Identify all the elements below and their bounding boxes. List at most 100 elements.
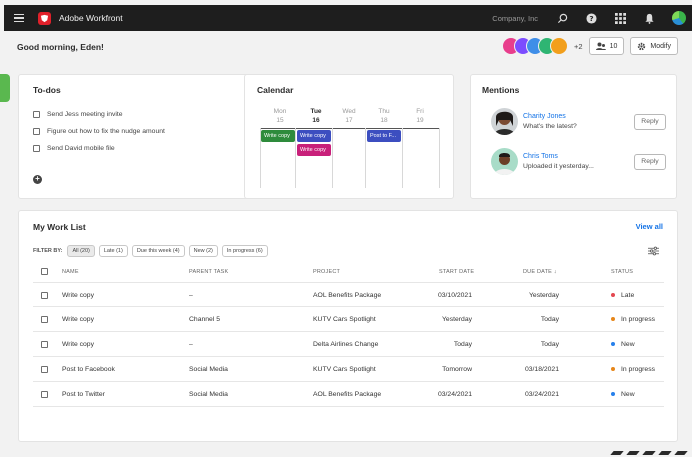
row-checkbox[interactable]	[41, 366, 48, 373]
calendar-event[interactable]: Post to F...	[367, 130, 401, 142]
mention-item: Chris Toms Uploaded it yesterday... Repl…	[491, 148, 666, 175]
calendar-day-thu[interactable]: Thu 18	[364, 107, 404, 125]
start-date: Tomorrow	[442, 366, 472, 373]
mention-text: Chris Toms Uploaded it yesterday...	[523, 151, 634, 172]
column-header-status[interactable]: STATUS	[611, 269, 634, 275]
apps-grid-icon[interactable]	[614, 12, 626, 24]
table-row[interactable]: Write copy – Delta Airlines Change Today…	[33, 332, 664, 357]
column-header-name[interactable]: NAME	[62, 269, 79, 275]
column-header-project[interactable]: PROJECT	[313, 269, 341, 275]
mention-name[interactable]: Charity Jones	[523, 113, 566, 120]
task-name[interactable]: Write copy	[62, 341, 94, 348]
company-name[interactable]: Company, Inc	[492, 13, 538, 23]
todo-label: Send Jess meeting invite	[47, 111, 123, 118]
task-name[interactable]: Post to Facebook	[62, 366, 115, 373]
hamburger-menu-icon[interactable]	[4, 13, 34, 23]
due-date: 03/24/2021	[524, 391, 559, 398]
calendar-event[interactable]: Write copy	[297, 144, 331, 156]
people-count-button[interactable]: 10	[588, 37, 625, 55]
day-date: 16	[312, 117, 320, 124]
calendar-day-fri[interactable]: Fri 19	[400, 107, 440, 125]
todo-checkbox[interactable]	[33, 111, 40, 118]
parent-task: Social Media	[189, 366, 228, 373]
task-name[interactable]: Post to Twitter	[62, 391, 105, 398]
table-row[interactable]: Write copy Channel 5 KUTV Cars Spotlight…	[33, 307, 664, 332]
project-name[interactable]: KUTV Cars Spotlight	[313, 316, 376, 323]
calendar-day-mon[interactable]: Mon 15	[260, 107, 300, 125]
row-checkbox[interactable]	[41, 341, 48, 348]
view-all-link[interactable]: View all	[635, 222, 663, 231]
calendar-gridline	[332, 128, 333, 188]
due-date: Today	[540, 341, 559, 348]
filter-due-this-week[interactable]: Due this week (4)	[131, 245, 185, 257]
calendar-baseline	[260, 128, 440, 129]
todo-checkbox[interactable]	[33, 145, 40, 152]
table-row[interactable]: Post to Facebook Social Media KUTV Cars …	[33, 357, 664, 382]
due-date: 03/18/2021	[524, 366, 559, 373]
todo-item[interactable]: Send David mobile file	[33, 145, 115, 152]
add-todo-icon[interactable]: +	[33, 175, 42, 184]
modify-label: Modify	[650, 42, 671, 50]
column-header-start-date[interactable]: START DATE	[439, 269, 475, 275]
filter-all[interactable]: All (20)	[67, 245, 95, 257]
search-icon[interactable]	[556, 12, 568, 24]
mention-item: Charity Jones What's the latest? Reply	[491, 108, 666, 135]
calendar-day-tue[interactable]: Tue 16	[296, 107, 336, 125]
calendar-day-wed[interactable]: Wed 17	[329, 107, 369, 125]
day-date: 17	[345, 117, 353, 124]
team-row: +2 10 Modify	[502, 37, 678, 55]
calendar-event[interactable]: Write copy	[297, 130, 331, 142]
todo-item[interactable]: Send Jess meeting invite	[33, 111, 123, 118]
calendar-gridline	[295, 128, 296, 188]
status-label: New	[621, 391, 635, 398]
todos-title: To-dos	[33, 85, 61, 95]
table-row[interactable]: Write copy – AOL Benefits Package 03/10/…	[33, 282, 664, 307]
todo-label: Send David mobile file	[47, 145, 115, 152]
reply-button[interactable]: Reply	[634, 113, 666, 130]
task-name[interactable]: Write copy	[62, 292, 94, 299]
side-panel-tab[interactable]	[0, 74, 10, 102]
project-name[interactable]: KUTV Cars Spotlight	[313, 366, 376, 373]
todo-item[interactable]: Figure out how to fix the nudge amount	[33, 128, 165, 135]
people-count: 10	[609, 42, 618, 50]
project-name[interactable]: AOL Benefits Package	[313, 391, 382, 398]
due-date: Yesterday	[529, 292, 559, 299]
day-name: Mon	[273, 108, 287, 115]
extra-members-count: +2	[574, 41, 583, 51]
row-checkbox[interactable]	[41, 391, 48, 398]
mention-avatar[interactable]	[491, 148, 518, 175]
column-header-due-date[interactable]: DUE DATE ↓	[523, 269, 557, 275]
todo-checkbox[interactable]	[33, 128, 40, 135]
mention-message: Uploaded it yesterday...	[523, 163, 594, 170]
status-dot	[611, 293, 615, 298]
start-date: 03/24/2021	[437, 391, 472, 398]
parent-task: Social Media	[189, 391, 228, 398]
workfront-logo	[38, 11, 51, 25]
row-checkbox[interactable]	[41, 292, 48, 299]
people-icon	[595, 42, 606, 50]
project-name[interactable]: AOL Benefits Package	[313, 292, 382, 299]
user-avatar[interactable]	[672, 11, 686, 25]
mention-avatar[interactable]	[491, 108, 518, 135]
row-checkbox[interactable]	[41, 316, 48, 323]
mention-name[interactable]: Chris Toms	[523, 153, 558, 160]
filter-new[interactable]: New (2)	[188, 245, 218, 257]
modify-button[interactable]: Modify	[630, 37, 678, 55]
calendar-event[interactable]: Write copy	[261, 130, 295, 142]
work-list-card: My Work List View all FILTER BY: All (20…	[18, 210, 678, 442]
start-date: 03/10/2021	[437, 292, 472, 299]
column-header-parent-task[interactable]: PARENT TASK	[189, 269, 229, 275]
table-row[interactable]: Post to Twitter Social Media AOL Benefit…	[33, 382, 664, 407]
filter-in-progress[interactable]: In progress (6)	[221, 245, 268, 257]
reply-button[interactable]: Reply	[634, 153, 666, 170]
team-avatars[interactable]	[502, 37, 569, 55]
project-name[interactable]: Delta Airlines Change	[313, 341, 379, 348]
help-icon[interactable]: ?	[585, 12, 597, 24]
sort-down-icon: ↓	[553, 269, 557, 275]
select-all-checkbox[interactable]	[41, 268, 48, 275]
filter-late[interactable]: Late (1)	[98, 245, 128, 257]
notifications-bell-icon[interactable]	[643, 12, 655, 24]
day-name: Thu	[378, 108, 390, 115]
task-name[interactable]: Write copy	[62, 316, 94, 323]
filter-settings-icon[interactable]	[648, 246, 659, 256]
